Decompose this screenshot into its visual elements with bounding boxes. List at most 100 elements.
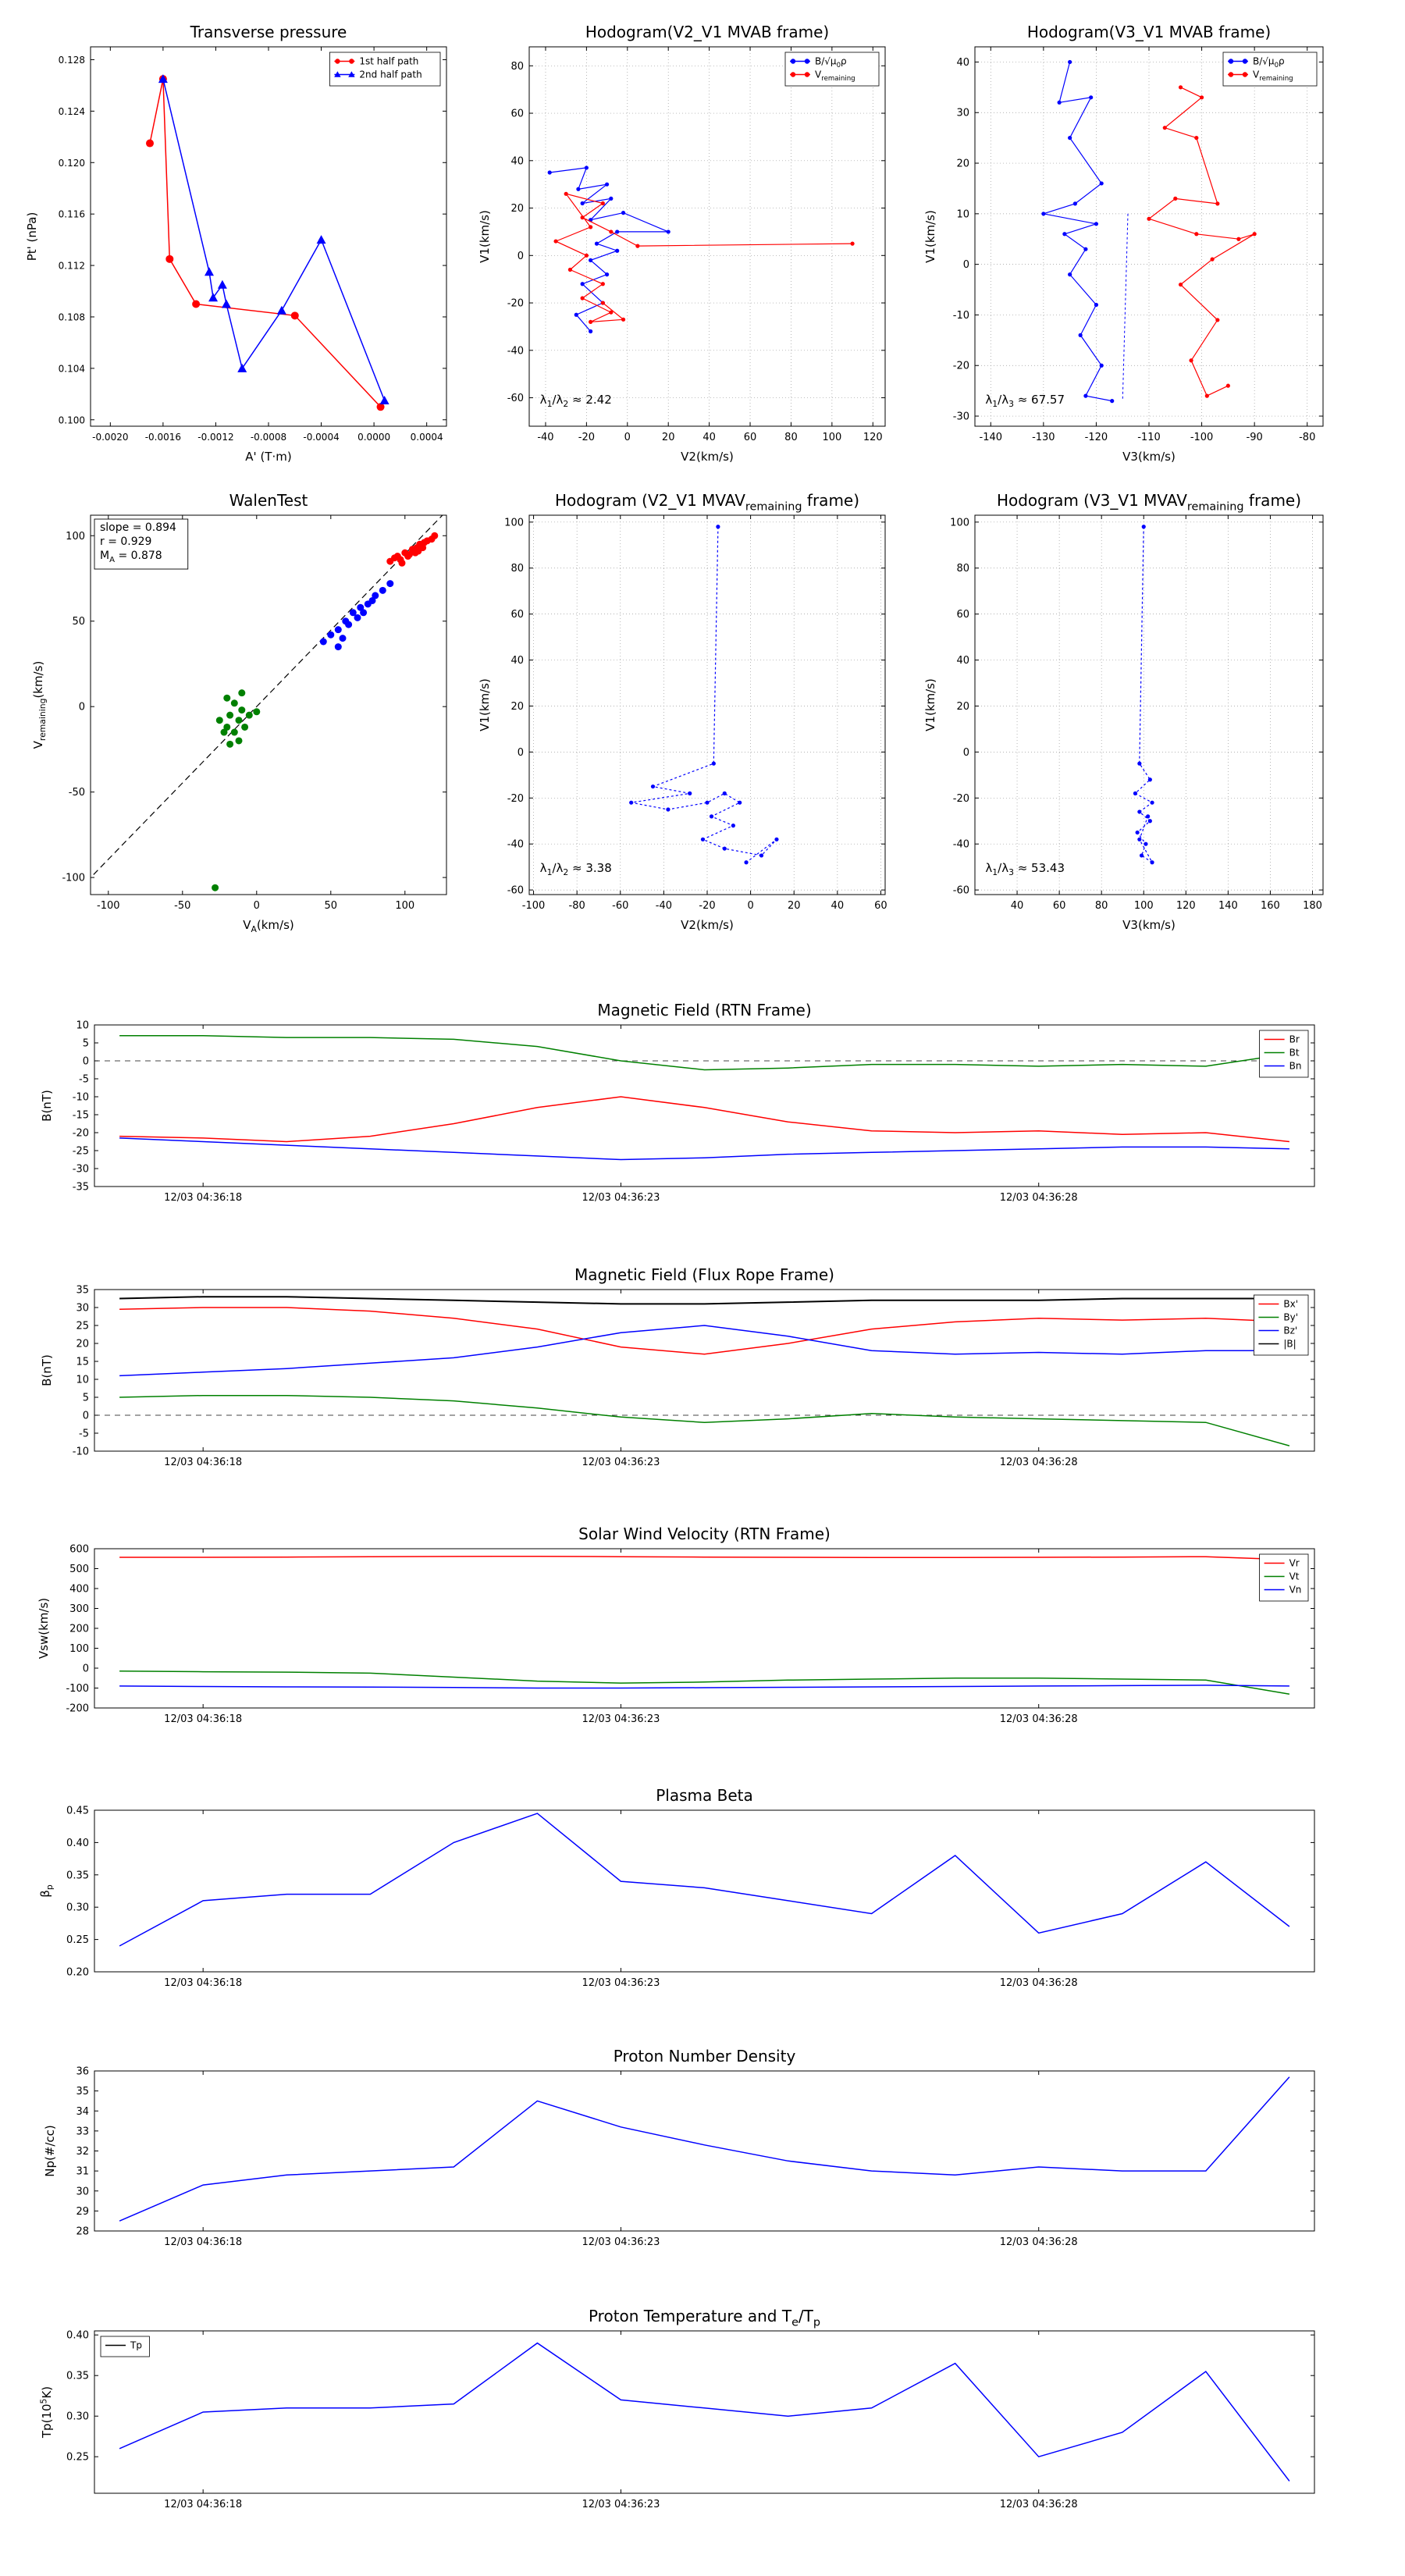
x-tick-label: -120 — [1085, 432, 1108, 443]
y-tick-label: 100 — [950, 517, 969, 528]
series-Vt — [119, 1670, 1290, 1695]
stats-line: slope = 0.894 — [100, 521, 176, 534]
point-marker — [253, 708, 261, 716]
x-tick-label: 12/03 04:36:23 — [582, 1457, 660, 1468]
point-marker — [790, 59, 796, 64]
point-marker — [223, 723, 231, 731]
y-tick-label: 0.30 — [66, 1902, 89, 1914]
point-marker — [600, 201, 605, 206]
x-tick-label: 0 — [747, 900, 753, 912]
point-marker — [354, 614, 361, 621]
x-tick-label: 80 — [784, 432, 798, 443]
point-marker — [580, 296, 585, 301]
y-tick-label: 100 — [69, 1643, 89, 1655]
point-marker — [580, 282, 585, 286]
x-tick-label: -20 — [699, 900, 715, 912]
x-tick-label: 12/03 04:36:23 — [582, 2236, 660, 2248]
point-marker — [609, 196, 614, 201]
point-marker — [1242, 59, 1248, 64]
series-B-magnitude — [119, 1296, 1289, 1305]
point-marker — [290, 311, 299, 320]
y-tick-label: 33 — [76, 2126, 89, 2137]
y-tick-label: -25 — [73, 1146, 89, 1158]
point-marker — [226, 711, 234, 719]
y-tick-label: -10 — [73, 1092, 89, 1104]
y-tick-label: 40 — [956, 57, 969, 69]
point-marker — [223, 694, 231, 702]
y-tick-label: 50 — [72, 616, 85, 628]
x-tick-label: 12/03 04:36:23 — [582, 1713, 660, 1725]
y-tick-label: 0.25 — [66, 2452, 89, 2464]
y-tick-label: 0 — [83, 1056, 89, 1068]
chart-title: Hodogram(V3_V1 MVAB frame) — [1027, 23, 1271, 41]
series-Br — [119, 1096, 1289, 1143]
x-tick-label: 12/03 04:36:28 — [1000, 1977, 1078, 1989]
x-tick-label: 120 — [863, 432, 883, 443]
point-marker — [1194, 232, 1199, 237]
axes-frame — [94, 1024, 1315, 1187]
triangle-marker — [276, 305, 286, 315]
x-tick-label: 12/03 04:36:23 — [582, 2499, 660, 2510]
legend-label: B/√μ0ρ — [1253, 56, 1285, 69]
point-marker — [1150, 800, 1154, 805]
point-marker — [319, 638, 327, 646]
point-marker — [1089, 95, 1094, 100]
y-tick-label: 35 — [76, 1285, 89, 1297]
x-tick-label: 12/03 04:36:28 — [1000, 1713, 1078, 1725]
y-tick-label: -5 — [79, 1429, 89, 1440]
x-tick-label: 100 — [822, 432, 841, 443]
x-axis-label: V2(km/s) — [681, 918, 734, 932]
annotation: λ1/λ2 ≈ 3.38 — [540, 861, 612, 877]
point-marker — [709, 814, 714, 819]
series-Vn — [119, 1685, 1289, 1689]
y-tick-label: 40 — [510, 155, 524, 167]
x-tick-label: -40 — [656, 900, 672, 912]
x-tick-label: -110 — [1137, 432, 1161, 443]
point-marker — [1099, 181, 1104, 186]
y-tick-label: 0.100 — [59, 415, 85, 425]
y-tick-label: 0 — [963, 259, 969, 271]
point-marker — [576, 187, 581, 191]
x-tick-label: 12/03 04:36:28 — [1000, 2499, 1078, 2510]
point-marker — [621, 211, 626, 215]
chart-hodogram-v2v1-mvab: -40 -20 0 20 40 60 80 100 120 -60 -40 -20 0 20 40 60 80 H… — [478, 23, 886, 464]
point-marker — [553, 239, 558, 244]
point-marker — [1068, 272, 1072, 277]
point-marker — [1137, 761, 1142, 766]
point-marker — [1189, 358, 1193, 363]
series-Bz-prime — [119, 1325, 1289, 1377]
legend-box — [1259, 1030, 1309, 1078]
y-tick-label: 0 — [79, 702, 85, 713]
x-axis-label: VA(km/s) — [243, 918, 294, 934]
x-tick-label: -90 — [1247, 432, 1263, 443]
point-marker — [230, 728, 238, 736]
point-marker — [357, 603, 365, 611]
point-marker — [406, 550, 413, 558]
point-marker — [774, 837, 779, 841]
y-tick-label: 0.104 — [59, 363, 85, 374]
y-tick-label: 500 — [69, 1564, 89, 1575]
point-marker — [635, 244, 640, 248]
y-axis-label: Vremaining(km/s) — [31, 661, 48, 749]
point-marker — [212, 884, 219, 891]
point-marker — [1094, 222, 1099, 226]
series-layer — [629, 525, 779, 865]
y-tick-label: 5 — [83, 1393, 89, 1404]
x-tick-label: 12/03 04:36:18 — [164, 2236, 242, 2248]
series-Vr — [119, 1555, 1289, 1560]
y-tick-label: 35 — [76, 2086, 89, 2097]
point-marker — [1252, 232, 1257, 237]
point-marker — [1215, 318, 1220, 322]
point-marker — [1173, 196, 1178, 201]
series-b-alfven — [1043, 62, 1112, 402]
point-marker — [334, 643, 342, 651]
point-marker — [584, 165, 589, 170]
y-tick-label: 32 — [76, 2146, 89, 2158]
annotation: λ1/λ3 ≈ 53.43 — [985, 861, 1065, 877]
point-marker — [379, 586, 386, 594]
legend-label: Br — [1289, 1034, 1300, 1045]
y-tick-label: 0 — [83, 1663, 89, 1675]
legend-box — [1222, 52, 1318, 87]
point-marker — [241, 723, 249, 731]
